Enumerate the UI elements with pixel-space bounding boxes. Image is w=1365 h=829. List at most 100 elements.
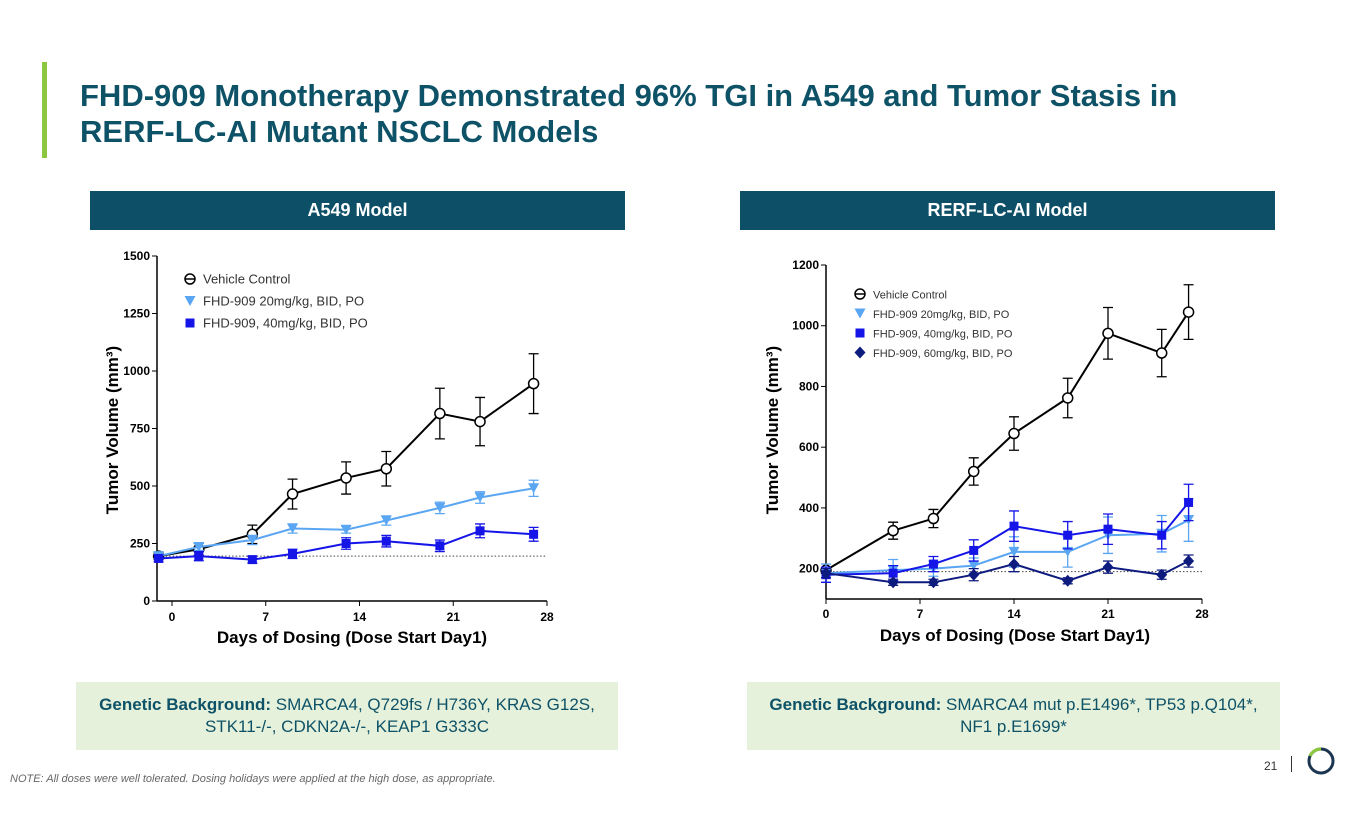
y-tick-label: 250: [130, 537, 150, 551]
y-tick-label: 1250: [123, 307, 150, 321]
data-point: [968, 560, 980, 571]
x-tick-label: 28: [540, 610, 554, 624]
series-diamond: [820, 554, 1195, 589]
data-point: [969, 545, 979, 555]
data-point: [1157, 530, 1167, 540]
y-tick-label: 1000: [792, 319, 819, 333]
legend-label: FHD-909, 60mg/kg, BID, PO: [873, 348, 1013, 360]
data-point: [434, 407, 446, 420]
data-point: [380, 515, 392, 526]
genetic-text: SMARCA4, Q729fs / H736Y, KRAS G12S, STK1…: [204, 695, 595, 736]
data-point: [1008, 427, 1020, 440]
y-tick-label: 0: [143, 594, 150, 608]
genetic-text: SMARCA4 mut p.E1496*, TP53 p.Q104*, NF1 …: [941, 695, 1258, 736]
data-point: [380, 463, 393, 475]
data-point: [888, 568, 898, 578]
panel-header-rerf: RERF-LC-AI Model: [740, 191, 1275, 230]
y-axis-label: Tumor Volume (mm³): [763, 346, 782, 514]
data-point: [1062, 574, 1074, 587]
x-axis-label: Days of Dosing (Dose Start Day1): [217, 628, 487, 647]
data-point: [246, 535, 258, 546]
genetic-label: Genetic Background:: [99, 695, 272, 714]
data-point: [288, 549, 298, 559]
data-point: [287, 523, 299, 534]
y-tick-label: 750: [130, 422, 150, 436]
legend-label: Vehicle Control: [873, 290, 947, 302]
y-tick-label: 200: [799, 562, 819, 576]
data-point: [154, 553, 164, 563]
x-tick-label: 7: [917, 607, 924, 621]
data-point: [528, 483, 540, 494]
legend-marker-diamond: [854, 346, 866, 359]
data-point: [1063, 530, 1073, 540]
data-point: [435, 541, 445, 551]
data-point: [1102, 327, 1114, 340]
data-point: [340, 524, 352, 535]
genetic-background-a549: Genetic Background: SMARCA4, Q729fs / H7…: [76, 682, 618, 750]
data-point: [927, 576, 939, 589]
company-logo-icon: [1307, 747, 1335, 775]
a549-chart: 0 250 500 750 1000 1250 1500 0 7 14 21 28 Days of Do…: [103, 249, 554, 647]
series-square: [153, 523, 539, 565]
legend-label: Vehicle Control: [203, 272, 291, 287]
x-tick-label: 14: [1007, 607, 1021, 621]
data-point: [1102, 561, 1114, 574]
y-axis-label: Tumor Volume (mm³): [103, 346, 122, 514]
data-point: [527, 377, 540, 390]
data-point: [967, 465, 980, 478]
x-tick-label: 0: [823, 607, 830, 621]
y-tick-label: 800: [799, 379, 819, 393]
data-point: [194, 551, 204, 561]
data-point: [1061, 392, 1074, 404]
genetic-background-rerf: Genetic Background: SMARCA4 mut p.E1496*…: [747, 682, 1280, 750]
data-point: [1009, 521, 1019, 531]
data-point: [820, 567, 832, 580]
y-tick-label: 500: [130, 479, 150, 493]
data-point: [928, 559, 938, 569]
data-point: [434, 502, 446, 513]
y-tick-label: 1000: [123, 364, 150, 378]
data-point: [968, 568, 980, 581]
legend-marker-triangle-down: [854, 308, 866, 319]
legend-label: FHD-909 20mg/kg, BID, PO: [873, 309, 1010, 321]
title-accent-bar: [42, 62, 47, 158]
data-point: [1008, 546, 1020, 557]
series-circle: [820, 284, 1195, 576]
data-point: [193, 541, 205, 552]
x-tick-label: 21: [447, 610, 461, 624]
data-point: [1155, 347, 1168, 359]
data-point: [927, 512, 940, 525]
x-tick-label: 21: [1101, 607, 1115, 621]
legend-label: FHD-909, 40mg/kg, BID, PO: [873, 329, 1013, 341]
data-point: [1156, 568, 1168, 581]
legend-label: FHD-909, 40mg/kg, BID, PO: [203, 316, 368, 331]
x-tick-label: 14: [353, 610, 367, 624]
page-separator: [1291, 756, 1292, 772]
data-point: [286, 488, 299, 500]
data-point: [1184, 497, 1194, 507]
legend-label: FHD-909 20mg/kg, BID, PO: [203, 294, 364, 309]
slide-title: FHD-909 Monotherapy Demonstrated 96% TGI…: [80, 78, 1178, 149]
series-square: [821, 483, 1194, 583]
rerf-chart: 200 400 600 800 1000 1200 0 7 14 21 28 Days of Dosi…: [763, 258, 1209, 645]
data-point: [1103, 524, 1113, 534]
data-point: [381, 536, 391, 546]
y-tick-label: 1500: [123, 249, 150, 263]
data-point: [340, 472, 352, 484]
genetic-label: Genetic Background:: [769, 695, 942, 714]
y-tick-label: 600: [799, 440, 819, 454]
x-tick-label: 28: [1195, 607, 1209, 621]
legend-marker-square: [185, 318, 195, 328]
panel-header-a549: A549 Model: [90, 191, 625, 230]
x-axis-label: Days of Dosing (Dose Start Day1): [880, 626, 1150, 645]
y-tick-label: 400: [799, 501, 819, 515]
data-point: [887, 576, 899, 589]
data-point: [474, 492, 486, 503]
data-point: [1183, 555, 1195, 568]
y-tick-label: 1200: [792, 258, 819, 272]
x-tick-label: 0: [169, 610, 176, 624]
data-point: [1008, 558, 1020, 571]
data-point: [529, 529, 539, 539]
x-tick-label: 7: [262, 610, 269, 624]
